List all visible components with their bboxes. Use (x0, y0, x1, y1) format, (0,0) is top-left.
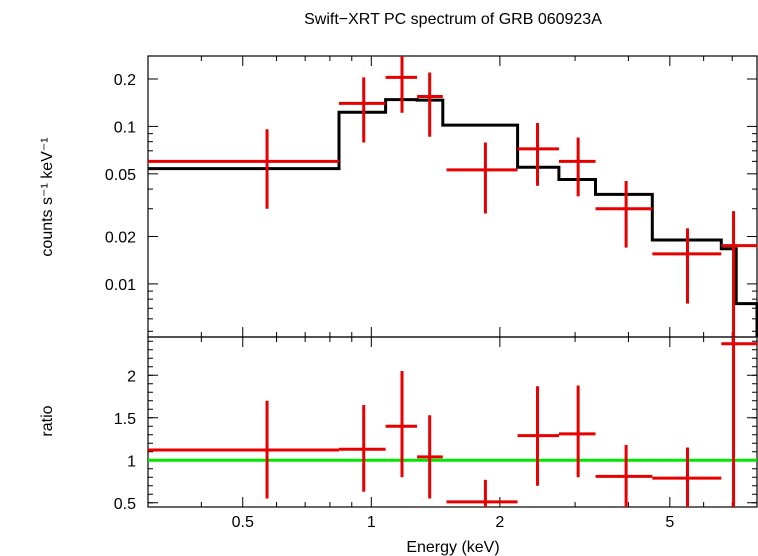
spectrum-frame (147, 55, 758, 338)
data-point (385, 371, 418, 478)
y-tick-label: 1.5 (114, 411, 136, 428)
y-tick-label: 0.02 (105, 229, 136, 246)
x-tick-label: 1 (367, 514, 376, 531)
spectrum-panel: 0.01 0.02 0.05 0.1 0.2 (105, 55, 758, 338)
x-tick-label: 2 (495, 514, 504, 531)
chart-title: Swift−XRT PC spectrum of GRB 060923A (304, 11, 602, 28)
data-point (721, 211, 757, 337)
data-point (517, 123, 559, 186)
x-tick-label: 0.5 (232, 514, 254, 531)
data-point (417, 415, 443, 499)
data-point (721, 337, 757, 507)
data-point (417, 72, 443, 137)
data-point (385, 56, 418, 113)
data-point (148, 400, 339, 499)
x-axis-label: Energy (keV) (406, 539, 499, 556)
data-point (652, 447, 722, 507)
y-tick-label: 1 (127, 453, 136, 470)
data-point (148, 129, 339, 209)
data-point (517, 386, 559, 486)
data-point (595, 181, 653, 248)
y-tick-label: 2 (127, 368, 136, 385)
data-point (446, 142, 518, 214)
y-tick-label: 0.1 (114, 119, 136, 136)
y-axis-label-ratio: ratio (39, 405, 56, 436)
x-tick-label: 5 (665, 514, 674, 531)
data-point (338, 405, 386, 492)
y-tick-label: 0.05 (105, 167, 136, 184)
data-point (558, 385, 596, 478)
data-point (595, 444, 653, 507)
y-tick-label: 0.2 (114, 72, 136, 89)
data-point (338, 77, 386, 143)
ratio-panel: 0.5 1 2 5 0.5 1 1.5 2 (114, 336, 758, 531)
y-axis-label-spectrum: counts s⁻¹ keV⁻¹ (39, 137, 56, 256)
y-tick-label: 0.5 (114, 496, 136, 513)
model-step-line (148, 98, 758, 337)
data-point (558, 137, 596, 197)
data-point (446, 479, 518, 507)
y-tick-label: 0.01 (105, 277, 136, 294)
ratio-frame (147, 336, 758, 508)
data-point (652, 228, 722, 304)
